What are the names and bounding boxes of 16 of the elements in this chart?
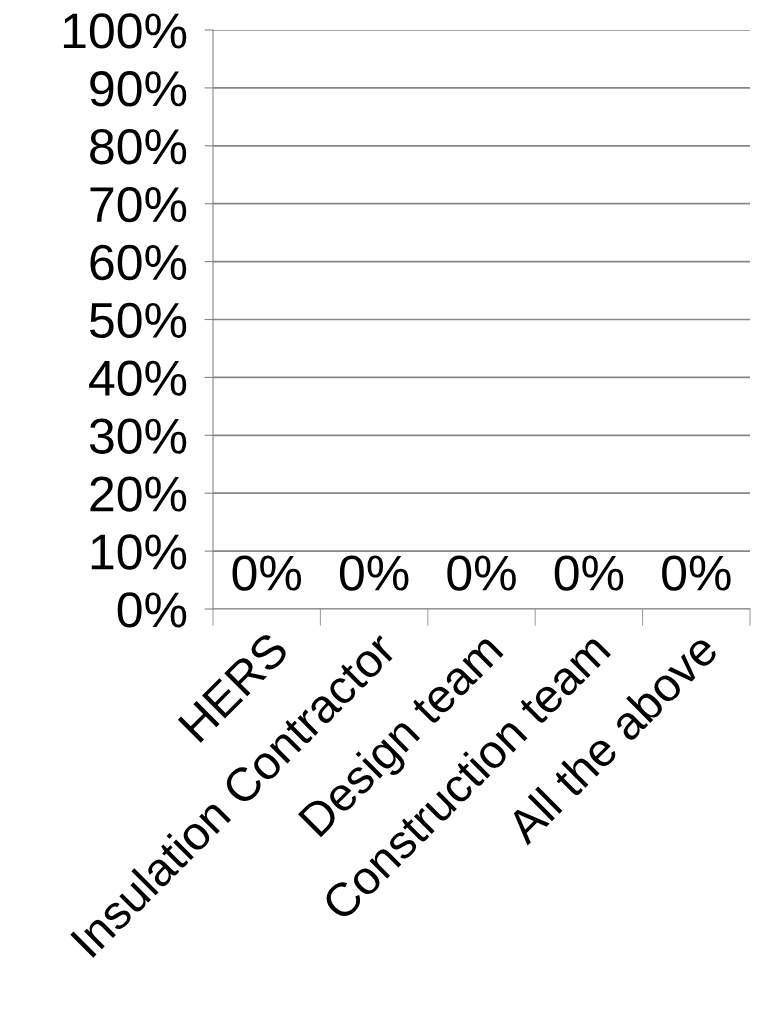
y-tick-label: 0% [117, 592, 187, 628]
y-tick-label: 10% [91, 534, 187, 570]
y-tick-label: 80% [90, 129, 187, 165]
y-tick-label: 40% [89, 360, 187, 397]
data-label: 0% [662, 555, 731, 591]
data-label: 0% [339, 555, 409, 591]
data-label: 0% [232, 555, 302, 591]
y-tick-label: 70% [90, 186, 187, 223]
y-tick-label: 100% [63, 13, 187, 49]
y-tick-label: 50% [89, 302, 187, 339]
data-label: 0% [447, 555, 516, 591]
y-tick-label: 60% [90, 244, 187, 281]
y-tick-label: 90% [90, 71, 187, 107]
y-tick-label: 30% [89, 418, 187, 454]
data-label: 0% [554, 555, 624, 591]
y-tick-label: 20% [90, 476, 187, 512]
